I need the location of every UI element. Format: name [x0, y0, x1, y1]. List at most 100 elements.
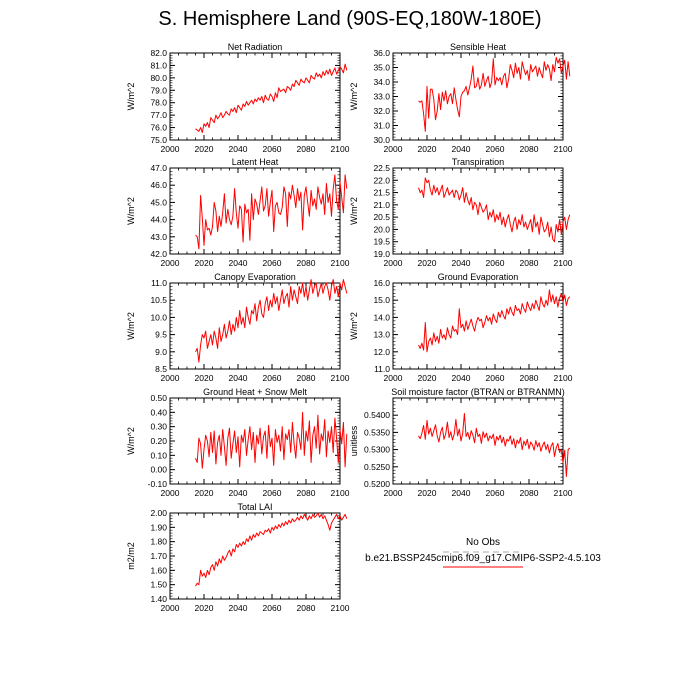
y-tick-label: 34.0 [373, 77, 390, 87]
panel-sensible-heat: Sensible Heat W/m^2 2000 2020 2040 2060 2080 21… [349, 42, 573, 154]
plot-frame [169, 282, 341, 370]
x-tick-label: 2020 [195, 488, 214, 498]
x-tick-label: 2100 [331, 144, 350, 154]
x-tick-label: 2100 [331, 258, 350, 268]
y-tick-label: 22.0 [373, 175, 390, 185]
series-line-ground-heat-snow-melt [195, 411, 348, 469]
plot-frame [392, 167, 564, 255]
y-tick-label: 1.80 [150, 537, 167, 547]
x-tick-label: 2060 [263, 488, 282, 498]
panel-title: Latent Heat [232, 157, 279, 167]
x-tick-label: 2000 [161, 144, 180, 154]
plot-frame [169, 397, 341, 485]
x-tick-label: 2080 [297, 144, 316, 154]
y-tick-label: 21.5 [373, 188, 390, 198]
x-tick-label: 2100 [554, 144, 573, 154]
x-tick-label: 2060 [486, 258, 505, 268]
y-tick-label: 1.70 [150, 551, 167, 561]
y-tick-label: 45.0 [150, 197, 167, 207]
y-tick-label: 20.5 [373, 212, 390, 222]
x-tick-label: 2040 [452, 373, 471, 383]
plot-frame [392, 397, 564, 485]
y-axis-label: W/m^2 [349, 83, 359, 111]
x-tick-label: 2080 [520, 488, 539, 498]
x-tick-label: 2040 [229, 144, 248, 154]
x-tick-label: 2060 [263, 603, 282, 613]
y-tick-label: 9.5 [155, 330, 167, 340]
y-tick-label: 12.0 [373, 347, 390, 357]
y-axis-label: W/m^2 [126, 427, 136, 455]
panel-title: Canopy Evaporation [214, 272, 296, 282]
y-tick-label: 43.0 [150, 232, 167, 242]
y-tick-label: 11.0 [374, 364, 390, 374]
x-tick-label: 2020 [195, 373, 214, 383]
plot-frame [392, 282, 564, 370]
panel-title: Ground Heat + Snow Melt [203, 387, 307, 397]
series-line-transpiration [418, 177, 571, 243]
y-tick-label: 15.0 [373, 295, 390, 305]
y-tick-label: 9.0 [155, 347, 167, 357]
plot-frame [169, 52, 341, 141]
y-axis-label: W/m^2 [349, 197, 359, 225]
y-tick-label: 0.10 [150, 450, 167, 460]
y-axis-label: m2/m2 [126, 542, 136, 570]
x-tick-label: 2000 [384, 258, 403, 268]
x-tick-label: 2040 [229, 488, 248, 498]
y-tick-label: 31.0 [373, 121, 390, 131]
y-tick-label: 14.0 [373, 312, 390, 322]
plot-frame [392, 52, 564, 141]
y-tick-label: 0.5250 [364, 462, 390, 472]
x-tick-label: 2020 [195, 144, 214, 154]
x-tick-label: 2100 [331, 488, 350, 498]
x-tick-label: 2000 [384, 373, 403, 383]
y-axis-label: W/m^2 [126, 197, 136, 225]
x-tick-label: 2080 [520, 373, 539, 383]
y-tick-label: 13.0 [373, 330, 390, 340]
y-tick-label: 22.5 [373, 163, 390, 173]
panel-title: Sensible Heat [450, 42, 507, 52]
y-tick-label: 20.0 [373, 224, 390, 234]
y-tick-label: 36.0 [373, 48, 390, 58]
panel-soil-moisture-factor-btran-or-btranmn: Soil moisture factor (BTRAN or BTRANMN) u… [349, 387, 573, 498]
x-tick-label: 2020 [418, 144, 437, 154]
y-tick-label: 0.00 [150, 465, 167, 475]
y-tick-label: 19.5 [373, 237, 390, 247]
y-axis-label: W/m^2 [126, 312, 136, 340]
panel-title: Soil moisture factor (BTRAN or BTRANMN) [391, 387, 565, 397]
x-tick-label: 2040 [229, 603, 248, 613]
y-axis-label: W/m^2 [126, 83, 136, 111]
y-tick-label: 0.5400 [364, 410, 390, 420]
y-tick-label: 0.30 [150, 422, 167, 432]
y-tick-label: 82.0 [150, 48, 167, 58]
y-tick-label: -0.10 [148, 479, 168, 489]
x-tick-label: 2060 [263, 258, 282, 268]
x-tick-label: 2040 [452, 144, 471, 154]
y-tick-label: 30.0 [373, 135, 390, 145]
y-tick-label: 8.5 [155, 364, 167, 374]
y-tick-label: 79.0 [150, 85, 167, 95]
series-line-net-radiation [195, 63, 348, 134]
series-line-ground-evaporation [418, 289, 571, 353]
y-tick-label: 1.50 [150, 580, 167, 590]
x-tick-label: 2000 [161, 488, 180, 498]
x-tick-label: 2100 [331, 603, 350, 613]
y-tick-label: 76.0 [150, 123, 167, 133]
y-tick-label: 0.5300 [364, 445, 390, 455]
x-tick-label: 2020 [418, 373, 437, 383]
y-tick-label: 10.5 [150, 295, 167, 305]
panel-title: Transpiration [452, 157, 504, 167]
y-axis-label: unitless [349, 425, 359, 456]
series-line-canopy-evaporation [195, 279, 348, 363]
series-line-latent-heat [195, 174, 348, 250]
y-tick-label: 47.0 [150, 163, 167, 173]
x-tick-label: 2060 [263, 373, 282, 383]
panel-title: Net Radiation [228, 42, 283, 52]
x-tick-label: 2060 [486, 373, 505, 383]
y-tick-label: 10.0 [150, 312, 167, 322]
series-line-sensible-heat [418, 56, 571, 132]
y-tick-label: 11.0 [151, 278, 167, 288]
y-tick-label: 80.0 [150, 73, 167, 83]
x-tick-label: 2080 [297, 488, 316, 498]
panel-title: Ground Evaporation [438, 272, 519, 282]
panel-transpiration: Transpiration W/m^2 2000 2020 2040 2060 2080 21… [349, 157, 573, 268]
